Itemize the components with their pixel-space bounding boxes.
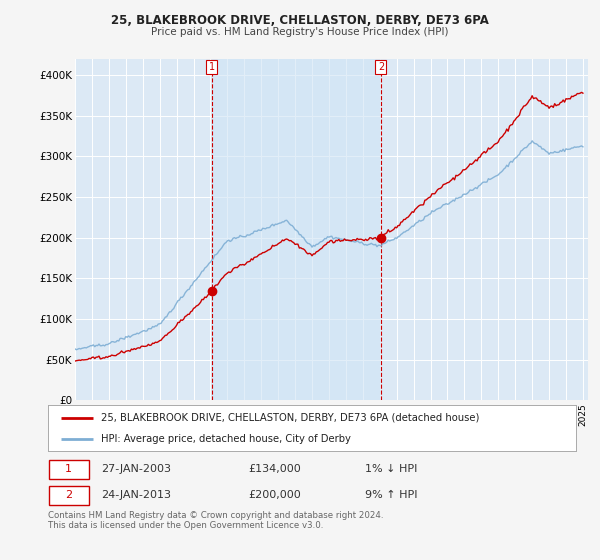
Text: 2: 2 bbox=[378, 62, 384, 72]
Text: Price paid vs. HM Land Registry's House Price Index (HPI): Price paid vs. HM Land Registry's House … bbox=[151, 27, 449, 37]
Text: 1% ↓ HPI: 1% ↓ HPI bbox=[365, 464, 417, 474]
Text: 25, BLAKEBROOK DRIVE, CHELLASTON, DERBY, DE73 6PA: 25, BLAKEBROOK DRIVE, CHELLASTON, DERBY,… bbox=[111, 14, 489, 27]
Text: £134,000: £134,000 bbox=[248, 464, 301, 474]
Text: HPI: Average price, detached house, City of Derby: HPI: Average price, detached house, City… bbox=[101, 434, 350, 444]
Text: 2: 2 bbox=[65, 491, 72, 500]
FancyBboxPatch shape bbox=[49, 460, 89, 479]
Text: 1: 1 bbox=[65, 464, 72, 474]
Text: 24-JAN-2013: 24-JAN-2013 bbox=[101, 491, 171, 500]
Text: 1: 1 bbox=[209, 62, 215, 72]
Bar bbox=[212, 59, 381, 400]
FancyBboxPatch shape bbox=[49, 486, 89, 505]
Text: 25, BLAKEBROOK DRIVE, CHELLASTON, DERBY, DE73 6PA (detached house): 25, BLAKEBROOK DRIVE, CHELLASTON, DERBY,… bbox=[101, 413, 479, 423]
Text: £200,000: £200,000 bbox=[248, 491, 301, 500]
Text: Contains HM Land Registry data © Crown copyright and database right 2024.
This d: Contains HM Land Registry data © Crown c… bbox=[48, 511, 383, 530]
Text: 9% ↑ HPI: 9% ↑ HPI bbox=[365, 491, 418, 500]
Text: 27-JAN-2003: 27-JAN-2003 bbox=[101, 464, 171, 474]
